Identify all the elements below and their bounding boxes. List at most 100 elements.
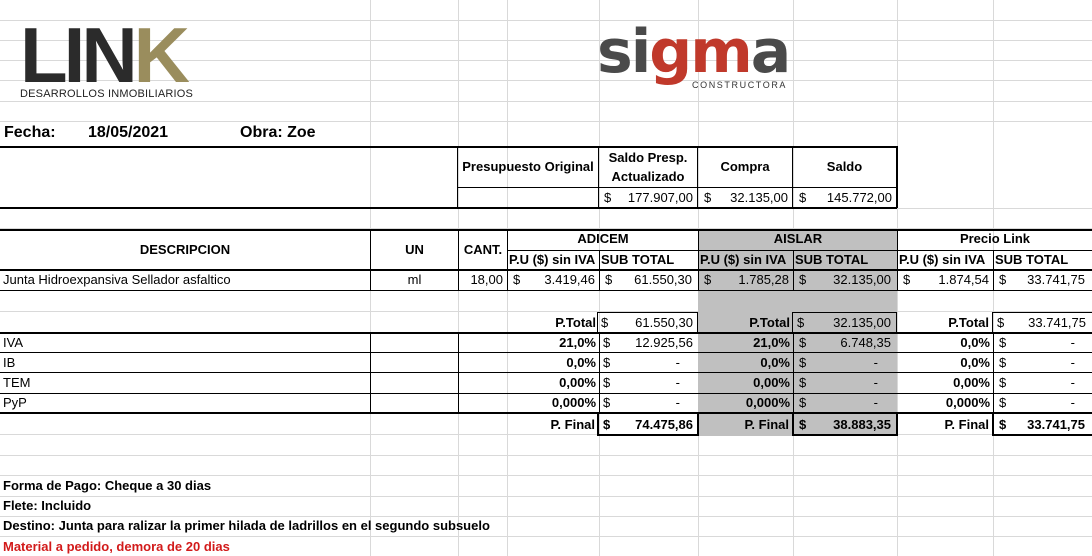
tax-rate: 0,00%	[953, 375, 990, 390]
material-note: Material a pedido, demora de 20 dias	[3, 539, 230, 554]
tax-rate: 0,00%	[753, 375, 790, 390]
saldo-presp-value: 177.907,00	[627, 190, 693, 205]
fecha-label: Fecha:	[4, 124, 56, 141]
tax-amount: -	[675, 355, 680, 370]
pu-header: P.U ($) sin IVA	[700, 252, 787, 267]
tax-rate: 0,000%	[945, 395, 990, 410]
tax-rate: 0,0%	[566, 355, 596, 370]
tax-rate: 0,0%	[960, 355, 990, 370]
fecha-value: 18/05/2021	[88, 124, 169, 141]
currency-symbol: $	[603, 417, 611, 432]
descripcion-header: DESCRIPCION	[139, 242, 231, 257]
currency-symbol: $	[799, 190, 807, 205]
item-quantity: 18,00	[470, 272, 503, 287]
currency-symbol: $	[704, 272, 712, 287]
tax-rate: 21,0%	[753, 335, 790, 350]
currency-symbol: $	[604, 190, 612, 205]
ptotal-label-adicem: P.Total	[555, 315, 596, 330]
tax-rate: 0,000%	[745, 395, 790, 410]
tax-rate: 0,0%	[960, 335, 990, 350]
ptotal-aislar: 32.135,00	[833, 315, 891, 330]
supplier-aislar-header: AISLAR	[773, 231, 823, 246]
supplier-adicem-header: ADICEM	[577, 231, 629, 246]
currency-symbol: $	[999, 417, 1007, 432]
currency-symbol: $	[999, 272, 1007, 287]
tax-rate: 0,0%	[760, 355, 790, 370]
saldo-presp-header-2: Actualizado	[611, 169, 685, 184]
cant-header: CANT.	[463, 242, 503, 257]
tax-amount: -	[1070, 375, 1075, 390]
pfinal-label-aislar: P. Final	[744, 417, 789, 432]
item-sub-adicem: 61.550,30	[634, 272, 692, 287]
tax-name-iva: IVA	[3, 335, 23, 350]
tax-amount: -	[675, 395, 680, 410]
forma-de-pago-note: Forma de Pago: Cheque a 30 dias	[3, 478, 212, 493]
currency-symbol: $	[799, 395, 807, 410]
tax-rate: 0,00%	[559, 375, 596, 390]
link-logo-subtitle: DESARROLLOS INMOBILIARIOS	[20, 88, 194, 100]
item-pu-aislar: 1.785,28	[738, 272, 789, 287]
pfinal-aislar: 38.883,35	[833, 417, 891, 432]
currency-symbol: $	[999, 395, 1007, 410]
item-sub-link: 33.741,75	[1027, 272, 1085, 287]
currency-symbol: $	[601, 315, 609, 330]
currency-symbol: $	[799, 375, 807, 390]
item-pu-link: 1.874,54	[938, 272, 989, 287]
tax-amount: -	[675, 375, 680, 390]
tax-amount: -	[1070, 335, 1075, 350]
tax-amount: -	[873, 375, 878, 390]
ptotal-label-link: P.Total	[948, 315, 989, 330]
sigma-logo-subtitle: CONSTRUCTORA	[692, 80, 788, 90]
currency-symbol: $	[799, 272, 807, 287]
currency-symbol: $	[799, 335, 807, 350]
obra-label: Obra: Zoe	[240, 124, 316, 141]
sigma-logo: sigma CONSTRUCTORA	[597, 17, 791, 90]
currency-symbol: $	[603, 395, 611, 410]
tax-rate: 0,000%	[551, 395, 596, 410]
currency-symbol: $	[704, 190, 712, 205]
currency-symbol: $	[513, 272, 521, 287]
currency-symbol: $	[999, 335, 1007, 350]
currency-symbol: $	[603, 375, 611, 390]
currency-symbol: $	[999, 375, 1007, 390]
tax-amount: -	[873, 355, 878, 370]
currency-symbol: $	[603, 355, 611, 370]
currency-symbol: $	[799, 355, 807, 370]
currency-symbol: $	[603, 335, 611, 350]
tax-rate: 21,0%	[559, 335, 596, 350]
currency-symbol: $	[999, 355, 1007, 370]
un-header: UN	[405, 242, 424, 257]
subtotal-header: SUB TOTAL	[795, 252, 869, 267]
saldo-header: Saldo	[826, 159, 863, 174]
currency-symbol: $	[997, 315, 1005, 330]
tax-name-tem: TEM	[3, 375, 31, 390]
saldo-presp-header-1: Saldo Presp.	[608, 150, 688, 165]
tax-name-pyp: PyP	[3, 395, 27, 410]
tax-name-ib: IB	[3, 355, 16, 370]
compra-value: 32.135,00	[730, 190, 788, 205]
compra-header: Compra	[720, 159, 770, 174]
pfinal-label-link: P. Final	[944, 417, 989, 432]
ptotal-label-aislar: P.Total	[749, 315, 790, 330]
pfinal-link: 33.741,75	[1027, 417, 1085, 432]
saldo-value: 145.772,00	[826, 190, 892, 205]
ptotal-link: 33.741,75	[1028, 315, 1086, 330]
item-description: Junta Hidroexpansiva Sellador asfaltico	[3, 272, 231, 287]
destino-note: Destino: Junta para ralizar la primer hi…	[3, 518, 490, 533]
item-pu-adicem: 3.419,46	[544, 272, 595, 287]
currency-symbol: $	[605, 272, 613, 287]
item-sub-aislar: 32.135,00	[833, 272, 891, 287]
tax-amount: 6.748,35	[840, 335, 891, 350]
supplier-link-header: Precio Link	[959, 231, 1031, 246]
tax-amount: -	[873, 395, 878, 410]
ptotal-adicem: 61.550,30	[635, 315, 693, 330]
pfinal-adicem: 74.475,86	[635, 417, 693, 432]
presupuesto-original-header: Presupuesto Original	[462, 159, 594, 174]
flete-note: Flete: Incluido	[3, 498, 92, 513]
pu-header: P.U ($) sin IVA	[899, 252, 986, 267]
tax-amount: -	[1070, 395, 1075, 410]
pu-header: P.U ($) sin IVA	[509, 252, 596, 267]
currency-symbol: $	[903, 272, 911, 287]
subtotal-header: SUB TOTAL	[601, 252, 675, 267]
currency-symbol: $	[799, 417, 807, 432]
